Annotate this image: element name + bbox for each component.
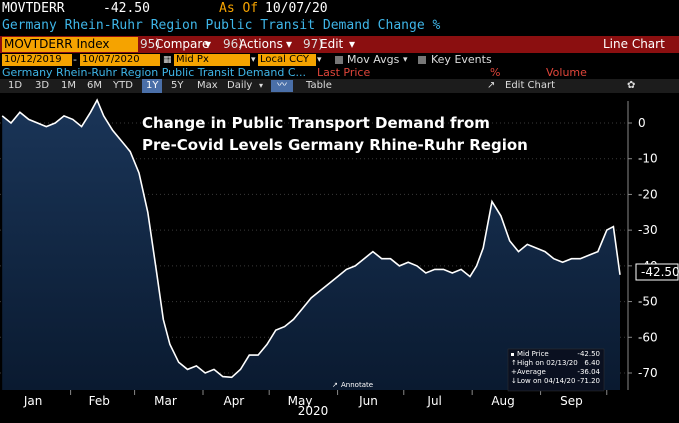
- view-mode-label[interactable]: Line Chart: [603, 37, 665, 51]
- period-max[interactable]: Max: [197, 80, 218, 91]
- mov-avgs-label[interactable]: Mov Avgs: [347, 53, 400, 66]
- calendar-icon[interactable]: ▦: [163, 55, 172, 65]
- x-tick-label: Jun: [358, 394, 378, 408]
- period-5y[interactable]: 5Y: [171, 80, 184, 91]
- legend-average-icon: +: [511, 368, 517, 376]
- chart-area[interactable]: 0-10-20-30-40-50-60-70 JanFebMarAprMayJu…: [0, 93, 679, 423]
- mov-avgs-dropdown-icon[interactable]: ▾: [403, 55, 408, 65]
- y-tick-label: -60: [638, 330, 658, 344]
- percent-label: %: [490, 66, 501, 79]
- end-date-field[interactable]: 10/07/2020: [80, 54, 160, 66]
- x-axis: Jan Feb Mar Apr May Jun Jul Aug Sep: [23, 390, 608, 408]
- legend-label-mid-price: Mid Price: [517, 350, 549, 358]
- period-3d[interactable]: 3D: [35, 80, 50, 91]
- settings-gear-icon[interactable]: ✿: [627, 80, 636, 91]
- series-legend-row: Germany Rhein-Ruhr Region Public Transit…: [0, 66, 679, 79]
- period-toolbar: 1D 3D 1M 6M YTD 1Y 5Y Max Daily ▾ 〰 Tabl…: [0, 79, 679, 93]
- security-description: Germany Rhein-Ruhr Region Public Transit…: [2, 18, 441, 33]
- edit-chart-button[interactable]: Edit Chart: [505, 80, 556, 91]
- table-button[interactable]: Table: [306, 80, 332, 91]
- edit-number: 97): [303, 37, 323, 51]
- x-tick-label: Apr: [223, 394, 244, 408]
- volume-label: Volume: [546, 66, 587, 79]
- annotate-button[interactable]: ↗ Annotate: [332, 381, 373, 389]
- as-of-date: 10/07/20: [265, 1, 328, 16]
- edit-button[interactable]: Edit: [320, 37, 344, 51]
- series-label: Germany Rhein-Ruhr Region Public Transit…: [2, 66, 306, 79]
- last-value: -42.50: [103, 1, 150, 16]
- annotate-icon: ↗: [332, 381, 338, 389]
- y-axis: 0-10-20-30-40-50-60-70: [628, 116, 658, 380]
- currency-dropdown-icon[interactable]: ▾: [317, 55, 322, 65]
- key-events-label[interactable]: Key Events: [431, 53, 492, 66]
- period-1m[interactable]: 1M: [61, 80, 76, 91]
- y-tick-label: -20: [638, 187, 658, 201]
- date-range-dash: -: [73, 53, 77, 66]
- actions-dropdown-icon[interactable]: ▾: [286, 37, 293, 51]
- last-value-tag: [635, 263, 679, 281]
- legend-label-high: High on 02/13/20: [517, 359, 578, 367]
- security-description-bar: Germany Rhein-Ruhr Region Public Transit…: [0, 18, 679, 36]
- legend-value-mid-price: -42.50: [577, 350, 600, 358]
- ticker-symbol: MOVTDERR: [2, 1, 65, 16]
- annotate-label: Annotate: [341, 381, 373, 389]
- period-ytd[interactable]: YTD: [113, 80, 133, 91]
- function-toolbar: MOVTDERR Index 95) Compare ▾ 96) Actions…: [0, 36, 679, 53]
- compare-dropdown-icon[interactable]: ▾: [205, 37, 212, 51]
- x-tick-label: Feb: [89, 394, 110, 408]
- last-price-label: Last Price: [317, 66, 371, 79]
- actions-number: 96): [223, 37, 243, 51]
- x-tick-label: May: [288, 394, 313, 408]
- series-line: [1, 98, 621, 379]
- period-1y[interactable]: 1Y: [142, 79, 163, 93]
- y-tick-label: -30: [638, 223, 658, 237]
- start-date-field[interactable]: 10/12/2019: [2, 54, 72, 66]
- legend-label-average: Average: [517, 368, 546, 376]
- last-value-tag-text: -42.50: [641, 265, 679, 279]
- x-tick-label: Mar: [154, 394, 177, 408]
- key-events-checkbox[interactable]: [418, 56, 426, 64]
- series-area: [2, 100, 620, 390]
- legend-value-average: -36.04: [577, 368, 600, 376]
- chart-legend-box: Mid Price -42.50 ↑ High on 02/13/20 6.40…: [507, 348, 605, 392]
- legend-value-high: 6.40: [584, 359, 600, 367]
- period-6m[interactable]: 6M: [87, 80, 102, 91]
- security-header: MOVTDERR -42.50 As Of 10/07/20: [0, 0, 679, 18]
- chart-controls: 10/12/2019 - 10/07/2020 ▦ Mid Px ▾ Local…: [0, 53, 679, 67]
- mov-avgs-checkbox[interactable]: [335, 56, 343, 64]
- actions-button[interactable]: Actions: [239, 37, 283, 51]
- line-chart-icon[interactable]: 〰: [271, 80, 293, 92]
- index-field[interactable]: MOVTDERR Index: [2, 37, 138, 52]
- legend-label-low: Low on 04/14/20: [517, 377, 575, 385]
- y-tick-label: -70: [638, 366, 658, 380]
- legend-high-arrow-icon: ↑: [511, 359, 517, 367]
- price-field-select[interactable]: Mid Px: [174, 54, 250, 66]
- frequency-dropdown-icon[interactable]: ▾: [259, 81, 264, 90]
- y-tick-label: 0: [638, 116, 646, 130]
- price-field-dropdown-icon[interactable]: ▾: [251, 55, 256, 65]
- legend-value-low: -71.20: [577, 377, 600, 385]
- y-tick-label: -50: [638, 295, 658, 309]
- compare-number: 95): [140, 37, 160, 51]
- x-axis-year-label: 2020: [298, 404, 329, 418]
- y-tick-label: -10: [638, 152, 658, 166]
- x-tick-label: Jul: [426, 394, 441, 408]
- frequency-select[interactable]: Daily: [227, 80, 253, 91]
- edit-chart-icon[interactable]: ↗: [487, 80, 496, 91]
- legend-low-arrow-icon: ↓: [511, 377, 517, 385]
- x-tick-label: Aug: [491, 394, 514, 408]
- as-of-label: As Of: [219, 1, 259, 16]
- x-tick-label: Jan: [23, 394, 43, 408]
- currency-select[interactable]: Local CCY: [258, 54, 316, 66]
- annotation-line-1: Change in Public Transport Demand from: [142, 114, 490, 132]
- x-tick-label: Sep: [560, 394, 583, 408]
- edit-dropdown-icon[interactable]: ▾: [349, 37, 356, 51]
- compare-button[interactable]: Compare: [155, 37, 210, 51]
- period-1d[interactable]: 1D: [8, 80, 23, 91]
- annotation-line-2: Pre-Covid Levels Germany Rhine-Ruhr Regi…: [142, 136, 528, 154]
